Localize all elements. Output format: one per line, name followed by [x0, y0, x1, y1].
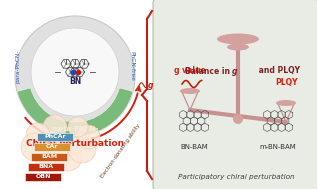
FancyBboxPatch shape	[34, 143, 70, 151]
Wedge shape	[17, 88, 133, 136]
Text: BN: BN	[69, 77, 81, 85]
Circle shape	[21, 133, 49, 161]
Circle shape	[233, 114, 243, 124]
Circle shape	[43, 115, 67, 139]
Circle shape	[26, 123, 50, 147]
Ellipse shape	[276, 100, 296, 106]
Text: BAM: BAM	[41, 154, 57, 160]
Circle shape	[68, 135, 96, 163]
Text: m-BN-BAM: m-BN-BAM	[260, 144, 296, 150]
Text: and PLQY: and PLQY	[256, 67, 300, 75]
Text: g: g	[232, 67, 238, 75]
Text: meta-PhCN-: meta-PhCN-	[51, 126, 99, 132]
FancyBboxPatch shape	[37, 133, 73, 141]
Text: CAr: CAr	[46, 145, 58, 149]
Text: g value: g value	[174, 66, 206, 75]
Circle shape	[68, 117, 88, 137]
Text: PhCN-free: PhCN-free	[130, 51, 134, 81]
Text: Chiral perturbation: Chiral perturbation	[26, 139, 124, 147]
Text: PhCAr: PhCAr	[44, 135, 66, 139]
Text: g: g	[148, 81, 154, 90]
FancyBboxPatch shape	[153, 0, 317, 189]
Ellipse shape	[227, 43, 249, 50]
Circle shape	[32, 133, 68, 169]
FancyBboxPatch shape	[25, 173, 61, 181]
Ellipse shape	[180, 88, 200, 94]
Text: para-PhCN-: para-PhCN-	[16, 49, 21, 83]
Text: BNA: BNA	[38, 164, 54, 170]
Circle shape	[54, 143, 82, 171]
Text: OBN: OBN	[35, 174, 51, 180]
FancyBboxPatch shape	[28, 163, 64, 171]
Circle shape	[31, 28, 119, 116]
Text: Participatory chiral perturbation: Participatory chiral perturbation	[178, 174, 294, 180]
Text: Balance in: Balance in	[185, 67, 233, 75]
Text: Electron-donating ability: Electron-donating ability	[100, 123, 141, 179]
Ellipse shape	[217, 33, 259, 44]
FancyBboxPatch shape	[31, 153, 67, 161]
Circle shape	[76, 125, 100, 149]
Text: BN-BAM: BN-BAM	[180, 144, 208, 150]
Text: PLQY: PLQY	[275, 78, 297, 87]
Circle shape	[15, 16, 135, 136]
